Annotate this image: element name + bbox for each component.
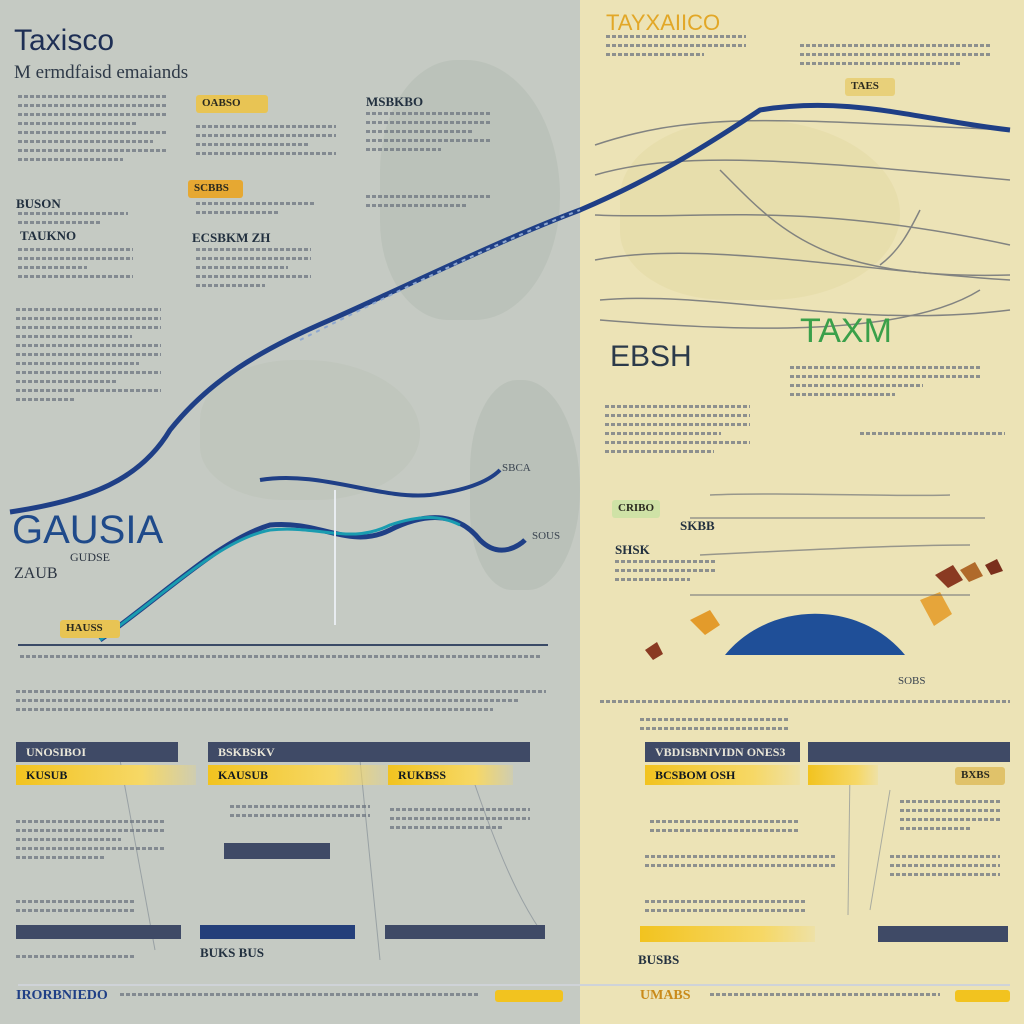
axis-label: SOUS	[532, 530, 561, 542]
text-block	[900, 800, 1000, 836]
footer-chip	[495, 990, 563, 1002]
bar-label: BUKS BUS	[200, 945, 264, 960]
bar-row	[200, 925, 355, 939]
bar-row: BCSBOM OSH	[645, 765, 800, 785]
bar-row: KUSUB	[16, 765, 196, 785]
axis-label: SOBS	[898, 675, 926, 687]
text-block	[18, 95, 168, 167]
text-block	[230, 805, 370, 823]
chip-label: CRIBO	[612, 500, 660, 518]
section-heading: MSBKBO	[366, 94, 424, 109]
text-block	[890, 855, 1000, 882]
bar-row: UNOSIBOI	[16, 742, 178, 762]
text-block	[16, 820, 166, 865]
map-shape	[470, 380, 580, 590]
dome-shape	[725, 613, 905, 655]
footer-right-label: UMABS	[640, 988, 691, 1003]
sub-label: ZAUB	[14, 565, 58, 582]
logo-text: EBSH	[610, 340, 692, 373]
lower-series-line	[98, 515, 527, 643]
secondary-line	[259, 468, 502, 498]
text-block	[790, 366, 980, 402]
text-block	[196, 202, 316, 220]
bar-row	[640, 926, 815, 942]
page-title: Taxisco	[14, 24, 115, 57]
bar-row	[878, 926, 1008, 942]
text-block	[860, 432, 1005, 441]
bar-row: BSKBSKV	[208, 742, 530, 762]
big-label: GAUSIA	[12, 508, 164, 552]
footer-chip	[955, 990, 1010, 1002]
axis-label: SBCA	[502, 462, 531, 474]
bar-row	[385, 925, 545, 939]
text-block	[16, 955, 136, 964]
right-big-label: TAXM	[800, 312, 892, 350]
bar-label: BUSBS	[638, 952, 680, 967]
text-block	[606, 35, 746, 62]
chip-label: OABSO	[196, 95, 268, 113]
text-block	[196, 125, 336, 161]
section-label: TAUKNO	[20, 228, 77, 243]
text-block	[366, 195, 491, 213]
section-label: SKBB	[680, 518, 715, 533]
text-block	[615, 560, 715, 587]
text-block	[18, 248, 133, 284]
bar-row	[808, 742, 1010, 762]
footer-text	[710, 993, 940, 1002]
bar-row: VBDISBNIVIDN ONES3	[645, 742, 800, 762]
small-label: GUDSE	[70, 550, 111, 564]
text-block	[196, 248, 311, 293]
bar-row	[224, 843, 330, 859]
text-block	[16, 900, 136, 918]
text-block	[600, 700, 1010, 709]
page-subtitle: M ermdfaisd emaiands	[14, 62, 189, 83]
chip-label: HAUSS	[60, 620, 120, 638]
text-block	[390, 808, 530, 835]
footer-text	[120, 993, 480, 1002]
chip-label: SCBBS	[188, 180, 243, 198]
text-block	[16, 690, 546, 717]
footer-left-label: IRORBNIEDO	[16, 988, 108, 1003]
teal-series-line	[99, 516, 461, 642]
right-title: TAYXAIICO	[606, 10, 721, 35]
text-block	[605, 405, 750, 459]
bar-row	[16, 925, 181, 939]
text-block	[645, 900, 805, 918]
map-shape	[380, 60, 560, 320]
text-block	[800, 44, 990, 71]
text-block	[645, 855, 835, 873]
axis-ticks	[20, 655, 540, 664]
text-block	[18, 212, 128, 230]
text-block	[366, 112, 491, 157]
text-block	[640, 718, 790, 736]
map-shape	[200, 360, 420, 500]
bar-row: RUKBSS	[388, 765, 513, 785]
text-block	[16, 308, 161, 407]
bar-row	[808, 765, 878, 785]
bar-row: KAUSUB	[208, 765, 388, 785]
section-label: SHSK	[615, 542, 650, 557]
map-shape	[620, 120, 900, 300]
chip-label: BXBS	[955, 767, 1005, 785]
chip-label: TAES	[845, 78, 895, 96]
section-label: BUSON	[16, 196, 61, 211]
text-block	[650, 820, 800, 838]
section-label: ECSBKM ZH	[192, 230, 271, 245]
